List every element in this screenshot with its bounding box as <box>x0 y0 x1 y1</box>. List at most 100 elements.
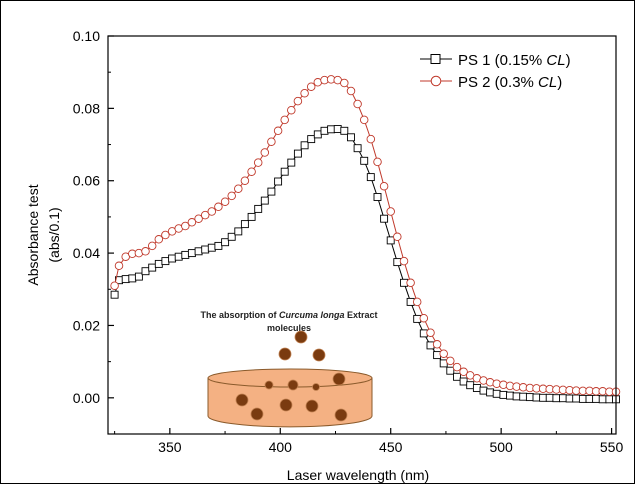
data-point <box>380 214 389 223</box>
data-point <box>260 148 270 157</box>
y-axis-title: Absorbance test (abs/0.1) <box>25 184 62 285</box>
data-point <box>532 393 541 402</box>
particle <box>312 348 326 362</box>
data-point <box>453 372 461 381</box>
data-point <box>525 393 534 402</box>
data-point <box>110 281 119 290</box>
data-point <box>293 96 303 106</box>
data-point <box>254 204 263 213</box>
series-1 <box>110 125 620 404</box>
data-point <box>598 395 607 404</box>
data-point <box>134 272 143 281</box>
data-point <box>300 88 309 98</box>
data-point <box>466 381 475 390</box>
data-point <box>545 393 554 402</box>
data-point <box>519 392 528 401</box>
series-line <box>114 128 616 400</box>
data-point <box>181 250 190 259</box>
data-point <box>327 125 336 134</box>
data-point <box>419 313 429 323</box>
data-point <box>148 263 157 272</box>
data-point <box>559 394 567 403</box>
data-point <box>353 144 362 153</box>
data-point <box>260 196 269 205</box>
particle <box>278 347 292 361</box>
data-point <box>419 329 428 338</box>
legend-label-ps2: PS 2 (0.3% CL) <box>458 74 562 91</box>
series-2 <box>110 75 621 396</box>
data-point <box>274 177 283 186</box>
particle <box>250 407 264 421</box>
data-point <box>366 173 375 182</box>
y-tick-label: 0.04 <box>73 245 100 261</box>
data-point <box>306 82 316 91</box>
y-tick-label: 0.00 <box>73 390 100 406</box>
data-point <box>307 135 316 144</box>
data-point <box>247 167 256 176</box>
data-point <box>426 341 435 350</box>
data-point <box>366 134 376 144</box>
data-point <box>168 254 177 263</box>
y-tick-label: 0.10 <box>73 28 100 44</box>
data-point <box>293 149 302 158</box>
data-point <box>154 235 164 244</box>
particle <box>294 330 308 344</box>
data-point <box>287 158 296 167</box>
data-point <box>412 297 422 307</box>
data-point <box>227 232 236 241</box>
data-point <box>333 125 342 133</box>
data-point <box>214 202 223 212</box>
data-point <box>141 247 150 256</box>
particle <box>332 372 346 386</box>
particles <box>235 330 348 422</box>
data-point <box>499 390 508 399</box>
x-tick-label: 500 <box>489 439 513 455</box>
data-point <box>181 221 190 231</box>
data-point <box>207 243 216 252</box>
data-point <box>459 367 468 377</box>
data-point <box>439 349 448 358</box>
data-point <box>280 115 289 125</box>
y-axis-title-line2: (abs/0.1) <box>46 207 62 262</box>
inset-caption-line1: The absorption of Curcuma longa Extract <box>200 310 377 320</box>
legend: PS 1 (0.15% CL) PS 2 (0.3% CL) <box>420 52 571 91</box>
x-tick-label: 550 <box>600 439 624 455</box>
particle <box>287 379 299 391</box>
data-point <box>552 394 561 403</box>
data-point <box>406 278 415 288</box>
data-point <box>187 218 197 227</box>
data-point <box>194 214 203 223</box>
axis-ticks: 350 400 450 500 550 0.00 0.02 0.04 0.06 0.08 0.10 <box>73 28 624 455</box>
data-point <box>340 78 349 88</box>
data-point <box>459 377 468 386</box>
data-point <box>479 386 488 395</box>
data-point <box>234 227 243 236</box>
data-point <box>174 252 183 261</box>
data-point <box>267 137 276 146</box>
data-point <box>110 290 119 299</box>
inset-caption-line2: molecules <box>267 323 311 333</box>
data-point <box>446 356 455 366</box>
data-point <box>452 362 462 372</box>
data-point <box>214 241 223 250</box>
data-point <box>346 86 356 96</box>
data-point <box>605 395 614 404</box>
data-point <box>386 207 395 216</box>
particle <box>334 408 348 422</box>
series-layer <box>110 75 621 404</box>
inset-illustration: The absorption of Curcuma longa Extract … <box>200 310 378 428</box>
data-point <box>280 167 289 176</box>
data-point <box>373 157 382 167</box>
data-point <box>114 261 124 271</box>
data-point <box>446 366 455 375</box>
legend-marker-ps1 <box>430 54 441 64</box>
data-point <box>121 275 130 284</box>
data-point <box>486 388 495 397</box>
data-point <box>141 267 150 276</box>
data-point <box>472 384 481 392</box>
data-point <box>128 274 137 283</box>
data-point <box>585 394 594 403</box>
data-point <box>432 340 442 349</box>
data-point <box>234 184 243 193</box>
